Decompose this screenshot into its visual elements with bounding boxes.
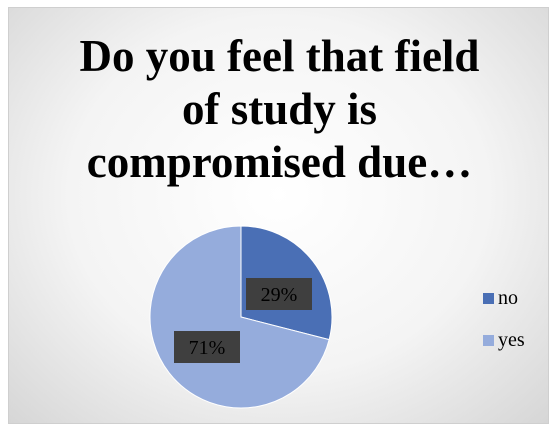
legend-label-no: no (498, 286, 518, 309)
chart-title-line-3: compromised due… (86, 137, 473, 187)
data-label-text-no: 29% (261, 284, 298, 306)
legend-swatch-no (483, 292, 494, 304)
data-label-no: 29% (246, 278, 312, 310)
data-label-bg-yes (174, 331, 240, 363)
data-label-text-yes: 71% (189, 337, 226, 359)
legend-item-yes: yes (483, 329, 525, 351)
chart-area: Do you feel that field of study is compr… (8, 7, 549, 424)
data-label-yes: 71% (174, 331, 240, 363)
legend-item-no: no (483, 287, 525, 309)
legend: no yes (483, 287, 525, 371)
legend-label-yes: yes (498, 328, 525, 351)
chart-title-line-2: of study is (181, 84, 378, 134)
chart-title-line-1: Do you feel that field (79, 31, 480, 81)
chart-title: Do you feel that field of study is compr… (9, 30, 550, 189)
pie-chart: 29% 71% (149, 225, 333, 409)
data-label-bg-no (246, 278, 312, 310)
legend-swatch-yes (483, 334, 494, 346)
